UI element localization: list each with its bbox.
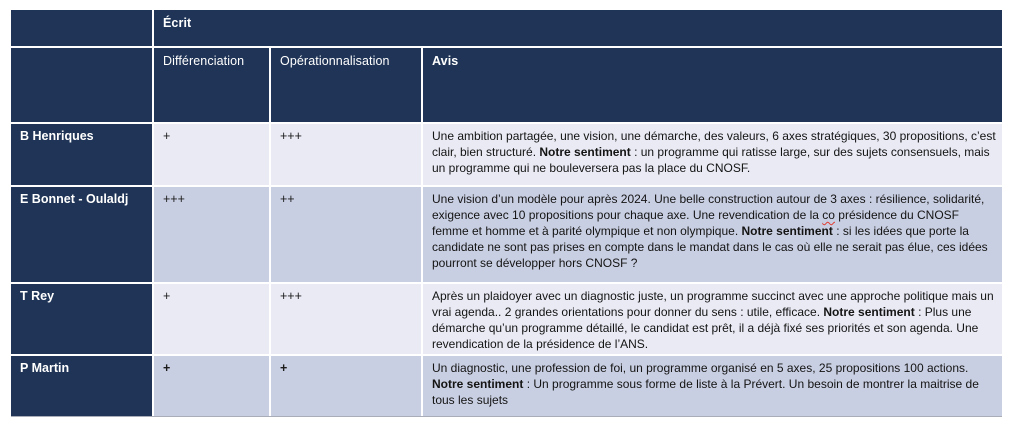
group-header-ecrit: Écrit bbox=[154, 10, 1002, 46]
avis-text: Une ambition partagée, une vision, une d… bbox=[432, 129, 996, 159]
rating-cell-differenciation: + bbox=[154, 124, 269, 185]
row-header-3: T Rey bbox=[11, 284, 152, 354]
avis-emphasis: Notre sentiment bbox=[823, 305, 915, 319]
avis-text: Après un plaidoyer avec un diagnostic ju… bbox=[432, 289, 994, 319]
rating-cell-differenciation: + bbox=[154, 284, 269, 354]
rating-cell-operationnalisation: +++ bbox=[271, 124, 421, 185]
avis-text: Une vision d’un modèle pour après 2024. … bbox=[432, 192, 985, 222]
row-header-1: B Henriques bbox=[11, 124, 152, 185]
column-header-differenciation: Différenciation bbox=[154, 48, 269, 122]
row-header-2: E Bonnet - Oulaldj bbox=[11, 187, 152, 282]
avis-cell: Un diagnostic, une profession de foi, un… bbox=[423, 356, 1002, 416]
avis-emphasis: Notre sentiment bbox=[432, 377, 524, 391]
avis-cell: Une vision d’un modèle pour après 2024. … bbox=[423, 187, 1002, 282]
rating-cell-operationnalisation: + bbox=[271, 356, 421, 416]
column-header-operationnalisation: Opérationnalisation bbox=[271, 48, 421, 122]
rating-cell-operationnalisation: +++ bbox=[271, 284, 421, 354]
row-header-4: P Martin bbox=[11, 356, 152, 416]
avis-text: Un diagnostic, une profession de foi, un… bbox=[432, 361, 969, 375]
rating-cell-differenciation: + bbox=[154, 356, 269, 416]
evaluation-table: Écrit Différenciation Opérationnalisatio… bbox=[11, 10, 1002, 417]
avis-text: présidence du CNOSF femme et homme et à … bbox=[432, 208, 960, 238]
avis-cell: Une ambition partagée, une vision, une d… bbox=[423, 124, 1002, 185]
avis-text: : un programme qui ratisse large, sur de… bbox=[432, 145, 990, 175]
corner-cell-sub bbox=[11, 48, 152, 122]
rating-cell-differenciation: +++ bbox=[154, 187, 269, 282]
avis-text: : si les idées que porte la candidate ne… bbox=[432, 224, 988, 270]
avis-emphasis: Notre sentiment bbox=[539, 145, 631, 159]
corner-cell-top bbox=[11, 10, 152, 46]
avis-text: : Plus une démarche qu’un programme déta… bbox=[432, 305, 979, 351]
rating-cell-operationnalisation: ++ bbox=[271, 187, 421, 282]
avis-misspelled-word: co bbox=[822, 208, 835, 222]
avis-cell: Après un plaidoyer avec un diagnostic ju… bbox=[423, 284, 1002, 354]
column-header-avis: Avis bbox=[423, 48, 1002, 122]
avis-emphasis: Notre sentiment bbox=[741, 224, 833, 238]
avis-text: : Un programme sous forme de liste à la … bbox=[432, 377, 979, 407]
